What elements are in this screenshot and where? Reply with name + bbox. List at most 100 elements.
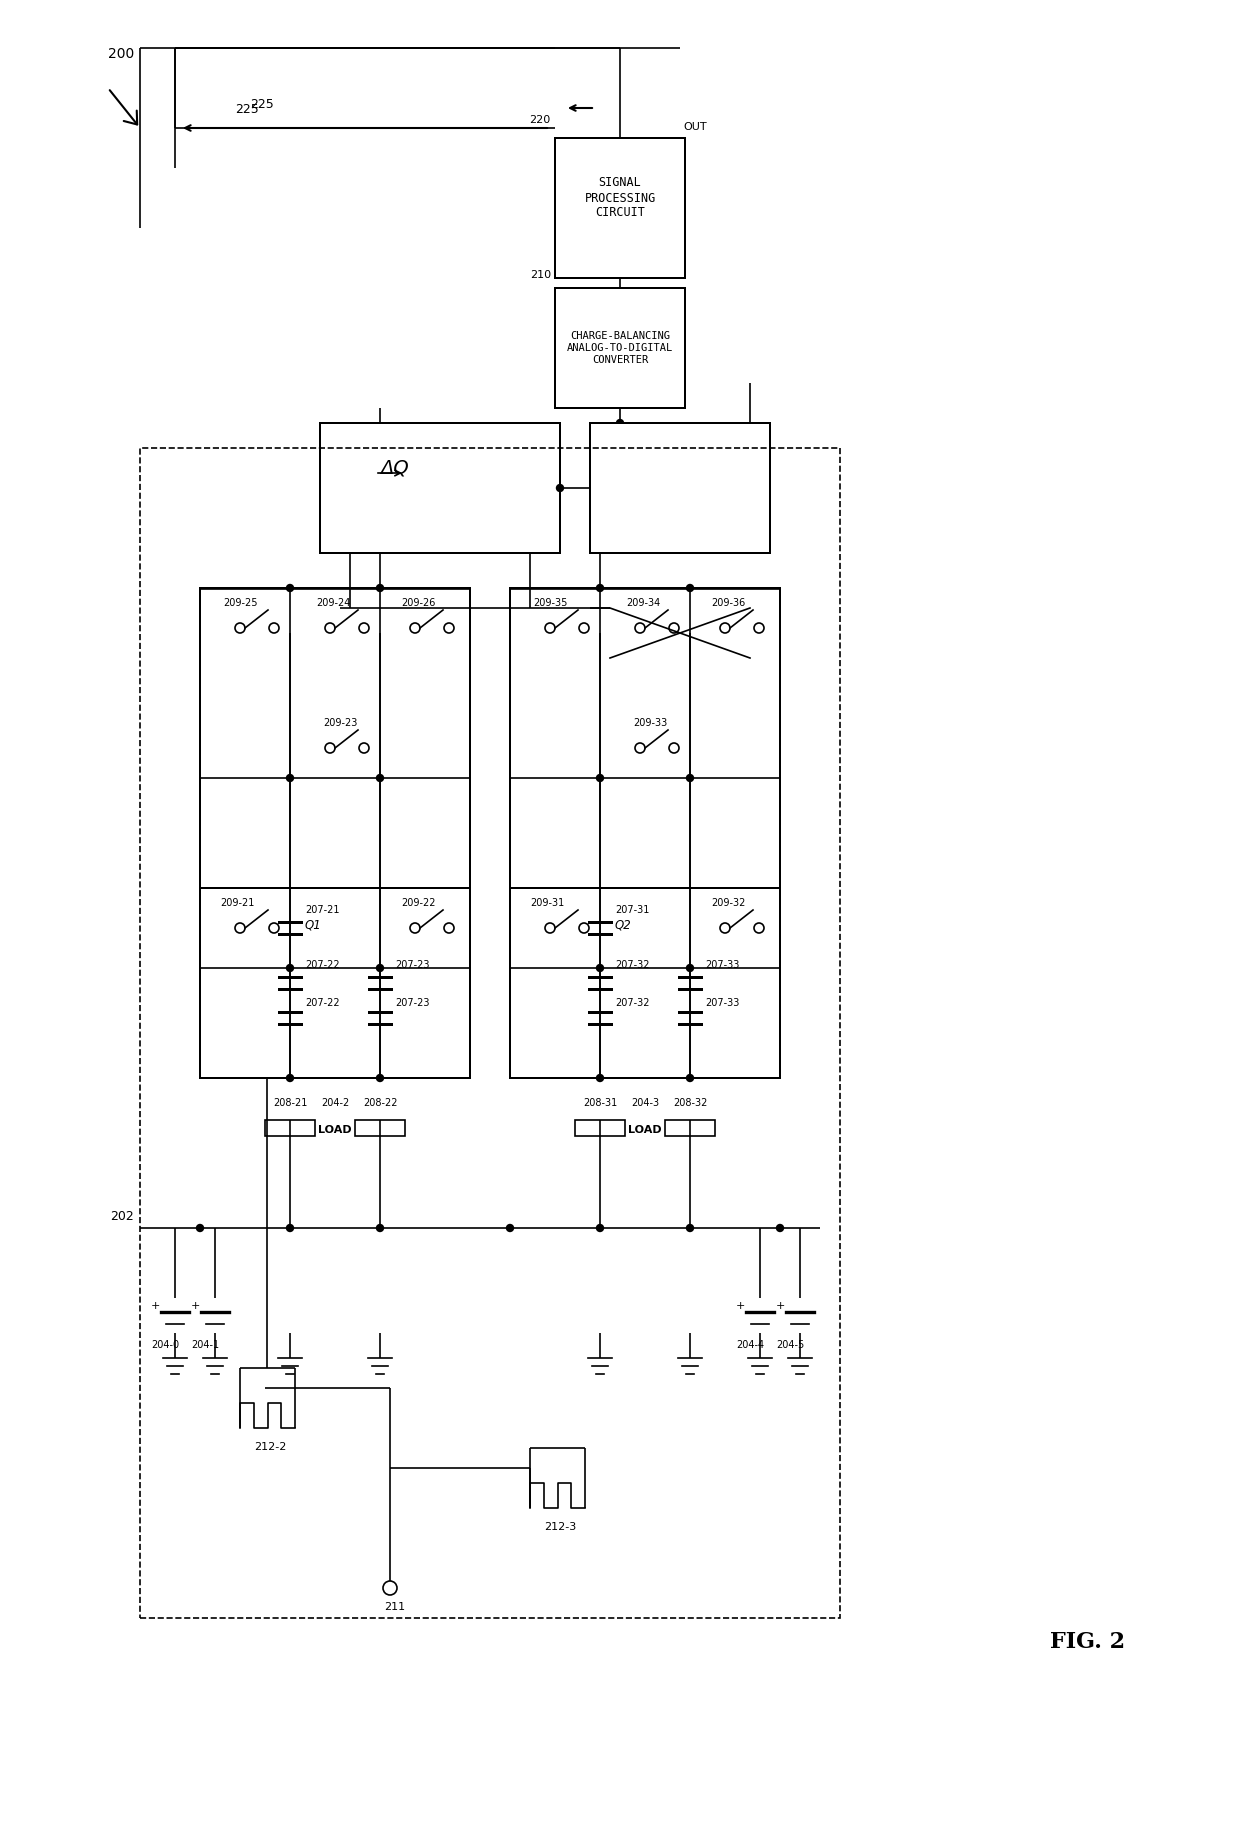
- Circle shape: [236, 922, 246, 933]
- Circle shape: [377, 1225, 383, 1231]
- Text: 204-5: 204-5: [776, 1340, 804, 1351]
- Text: 209-34: 209-34: [626, 599, 660, 608]
- Text: 208-31: 208-31: [583, 1098, 618, 1109]
- Text: 211: 211: [384, 1602, 405, 1611]
- Text: 209-24: 209-24: [316, 599, 350, 608]
- Circle shape: [377, 584, 383, 591]
- Text: 207-33: 207-33: [706, 959, 739, 970]
- Text: 207-23: 207-23: [396, 998, 429, 1007]
- Text: 207-33: 207-33: [706, 998, 739, 1007]
- Circle shape: [635, 623, 645, 634]
- Text: +: +: [735, 1301, 745, 1310]
- Text: 207-23: 207-23: [396, 959, 429, 970]
- Bar: [556, 288, 684, 408]
- Circle shape: [377, 965, 383, 972]
- Text: 208-22: 208-22: [363, 1098, 397, 1109]
- Text: 207-21: 207-21: [305, 906, 340, 915]
- Circle shape: [596, 1225, 604, 1231]
- Bar: [140, 447, 839, 1619]
- Text: 225: 225: [250, 98, 274, 111]
- Text: SIGNAL
PROCESSING
CIRCUIT: SIGNAL PROCESSING CIRCUIT: [584, 177, 656, 220]
- Text: 207-22: 207-22: [305, 998, 340, 1007]
- Circle shape: [754, 922, 764, 933]
- Circle shape: [596, 965, 604, 972]
- Circle shape: [635, 743, 645, 752]
- Text: 204-0: 204-0: [151, 1340, 179, 1351]
- Text: 209-36: 209-36: [711, 599, 745, 608]
- Bar: [665, 1120, 715, 1137]
- Text: 220: 220: [528, 115, 551, 126]
- Circle shape: [236, 623, 246, 634]
- Circle shape: [410, 922, 420, 933]
- Circle shape: [687, 965, 693, 972]
- Text: 204-4: 204-4: [735, 1340, 764, 1351]
- Text: +: +: [150, 1301, 160, 1310]
- Circle shape: [377, 1074, 383, 1081]
- Circle shape: [754, 623, 764, 634]
- Circle shape: [579, 922, 589, 933]
- Circle shape: [325, 743, 335, 752]
- Text: 209-21: 209-21: [219, 898, 254, 907]
- Circle shape: [546, 623, 556, 634]
- Text: 225: 225: [236, 103, 259, 116]
- Circle shape: [596, 774, 604, 782]
- Text: 207-32: 207-32: [615, 959, 650, 970]
- Text: 207-31: 207-31: [615, 906, 650, 915]
- Circle shape: [546, 922, 556, 933]
- Circle shape: [286, 1225, 294, 1231]
- Text: 207-22: 207-22: [305, 959, 340, 970]
- Bar: [355, 1120, 405, 1137]
- Circle shape: [506, 1225, 513, 1231]
- Bar: [200, 588, 470, 968]
- Text: 208-32: 208-32: [673, 1098, 707, 1109]
- Text: 209-23: 209-23: [322, 719, 357, 728]
- Text: 209-25: 209-25: [223, 599, 257, 608]
- Text: +: +: [775, 1301, 785, 1310]
- Circle shape: [606, 604, 614, 612]
- Text: 204-1: 204-1: [191, 1340, 219, 1351]
- Text: CHARGE-BALANCING
ANALOG-TO-DIGITAL
CONVERTER: CHARGE-BALANCING ANALOG-TO-DIGITAL CONVE…: [567, 331, 673, 364]
- Circle shape: [596, 584, 604, 591]
- Circle shape: [720, 623, 730, 634]
- Circle shape: [377, 774, 383, 782]
- Text: +: +: [190, 1301, 200, 1310]
- Text: 207-32: 207-32: [615, 998, 650, 1007]
- Text: FIG. 2: FIG. 2: [1050, 1632, 1125, 1652]
- Circle shape: [286, 965, 294, 972]
- Text: 202: 202: [110, 1210, 134, 1223]
- Circle shape: [596, 1074, 604, 1081]
- Circle shape: [720, 922, 730, 933]
- Text: 204-2: 204-2: [321, 1098, 350, 1109]
- Bar: [556, 139, 684, 277]
- Bar: [200, 889, 470, 1077]
- Bar: [265, 1120, 315, 1137]
- Circle shape: [336, 604, 343, 612]
- Circle shape: [687, 1225, 693, 1231]
- Text: 212-2: 212-2: [254, 1441, 286, 1453]
- Text: 209-31: 209-31: [529, 898, 564, 907]
- Text: 209-22: 209-22: [401, 898, 435, 907]
- Circle shape: [670, 623, 680, 634]
- Circle shape: [579, 623, 589, 634]
- Text: 209-26: 209-26: [401, 599, 435, 608]
- Circle shape: [444, 623, 454, 634]
- Text: 204-3: 204-3: [631, 1098, 660, 1109]
- Text: Q2: Q2: [615, 918, 631, 931]
- Text: LOAD: LOAD: [629, 1125, 662, 1135]
- Circle shape: [776, 1225, 784, 1231]
- Text: LOAD: LOAD: [319, 1125, 352, 1135]
- Text: 209-33: 209-33: [632, 719, 667, 728]
- Text: 208-21: 208-21: [273, 1098, 308, 1109]
- Bar: [575, 1120, 625, 1137]
- Circle shape: [383, 1582, 397, 1595]
- Text: 209-35: 209-35: [533, 599, 567, 608]
- Text: 200: 200: [108, 46, 134, 61]
- Text: Q1: Q1: [305, 918, 321, 931]
- Circle shape: [410, 623, 420, 634]
- Circle shape: [616, 419, 624, 427]
- Bar: [320, 423, 560, 553]
- Text: OUT: OUT: [683, 122, 707, 131]
- FancyArrowPatch shape: [109, 91, 138, 124]
- Circle shape: [687, 774, 693, 782]
- Circle shape: [687, 584, 693, 591]
